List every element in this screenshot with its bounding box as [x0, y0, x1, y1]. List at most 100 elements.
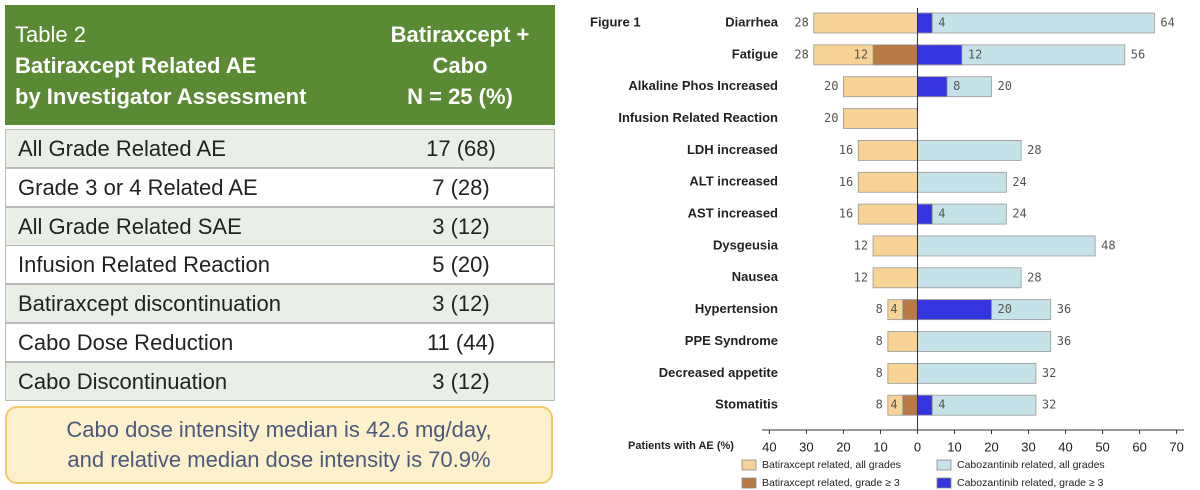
- bar: [917, 394, 1037, 416]
- table-row: All Grade Related SAE 3 (12): [5, 206, 555, 246]
- x-tick-label: 10: [873, 439, 887, 454]
- table-cell: 3 (12): [432, 213, 490, 239]
- bar: [902, 299, 918, 321]
- table-cell: All Grade Related AE: [18, 136, 226, 161]
- legend-swatch: [936, 459, 952, 471]
- value-label: 16: [839, 143, 853, 157]
- value-label: 12: [854, 238, 868, 252]
- value-label: 4: [938, 398, 945, 412]
- category-label: AST increased: [688, 206, 778, 221]
- table-cell: Cabo Discontinuation: [18, 368, 228, 394]
- value-label: 8: [876, 398, 883, 412]
- x-tick-label: 60: [1132, 439, 1146, 454]
- bar: [872, 267, 918, 289]
- bar: [887, 362, 918, 384]
- table-row: Infusion Related Reaction 5 (20): [5, 245, 555, 285]
- value-label: 4: [890, 398, 897, 412]
- value-label: 32: [1042, 366, 1056, 380]
- chart: Figure 1 Patients with AE (%) Diarrhea Fa…: [590, 8, 1184, 489]
- value-label: 28: [794, 16, 808, 30]
- bar: [917, 139, 1022, 161]
- bar: [843, 108, 918, 129]
- chart-title: Figure 1: [590, 14, 641, 29]
- legend-swatch: [936, 477, 952, 489]
- category-label: Stomatitis: [715, 397, 778, 412]
- table-cell: Cabo Dose Reduction: [18, 330, 234, 355]
- category-label: Infusion Related Reaction: [618, 110, 778, 125]
- x-tick-label: 20: [836, 439, 850, 454]
- note-line: and relative median dose intensity is 70…: [67, 447, 491, 472]
- bar: [843, 76, 918, 98]
- note: Cabo dose intensity median is 42.6 mg/da…: [5, 406, 553, 484]
- bar: [872, 44, 918, 66]
- table-row: Batiraxcept discontinuation 3 (12): [5, 284, 555, 324]
- table-row: Cabo Discontinuation 3 (12): [5, 361, 555, 401]
- value-label: 20: [998, 79, 1012, 93]
- bar: [917, 235, 1096, 257]
- category-label: Nausea: [732, 269, 779, 284]
- bar: [887, 331, 918, 352]
- category-label: Decreased appetite: [659, 365, 778, 380]
- value-label: 8: [876, 302, 883, 316]
- value-label: 28: [794, 47, 808, 61]
- value-label: 16: [839, 175, 853, 189]
- value-label: 28: [1027, 143, 1041, 157]
- x-tick-label: 30: [799, 439, 813, 454]
- column-line: Batiraxcept +: [390, 22, 530, 47]
- bar: [917, 331, 1052, 352]
- value-label: 12: [854, 47, 868, 61]
- table-cell: Infusion Related Reaction: [18, 252, 270, 278]
- x-tick-label: 20: [984, 439, 998, 454]
- table-cell: 3 (12): [432, 368, 490, 394]
- bar: [917, 76, 948, 98]
- table-cell: 11 (44): [426, 330, 496, 355]
- table-header: Table 2 Batiraxcept Related AE by Invest…: [5, 5, 555, 125]
- legend-label: Cabozantinib related, grade ≥ 3: [957, 477, 1104, 489]
- value-label: 16: [839, 207, 853, 221]
- table-cell: Grade 3 or 4 Related AE: [18, 174, 258, 200]
- bar: [813, 12, 918, 34]
- legend-label: Cabozantinib related, all grades: [957, 459, 1105, 471]
- title-line: Table 2: [15, 22, 86, 47]
- value-label: 12: [968, 47, 982, 61]
- bar: [872, 235, 918, 257]
- table-cell: 7 (28): [432, 174, 490, 200]
- column-header: Batiraxcept + Cabo N = 25 (%): [365, 19, 555, 112]
- bar: [917, 171, 1007, 193]
- value-label: 12: [854, 270, 868, 284]
- value-label: 8: [953, 79, 960, 93]
- category-label: ALT increased: [689, 174, 778, 189]
- bar: [917, 203, 933, 225]
- value-label: 36: [1057, 334, 1071, 348]
- category-label: LDH increased: [687, 142, 778, 157]
- legend-swatch: [741, 459, 757, 471]
- bar: [917, 12, 933, 34]
- category-label: Dysgeusia: [713, 237, 779, 252]
- value-label: 32: [1042, 398, 1056, 412]
- x-tick-label: 70: [1169, 439, 1183, 454]
- bar: [917, 12, 1155, 34]
- table-cell: 17 (68): [426, 136, 496, 161]
- table-cell: 3 (12): [432, 291, 490, 317]
- bar: [857, 139, 918, 161]
- column-line: N = 25 (%): [407, 84, 513, 109]
- title-line: by Investigator Assessment: [15, 84, 307, 109]
- x-tick-label: 30: [1021, 439, 1035, 454]
- table-cell: Batiraxcept discontinuation: [18, 291, 281, 317]
- title-line: Batiraxcept Related AE: [15, 53, 257, 78]
- bar: [917, 394, 933, 416]
- value-label: 8: [876, 366, 883, 380]
- value-label: 48: [1101, 238, 1115, 252]
- x-axis-label: Patients with AE (%): [628, 440, 734, 452]
- value-label: 56: [1131, 47, 1145, 61]
- bar: [917, 362, 1037, 384]
- value-label: 24: [1012, 175, 1026, 189]
- table-row: Cabo Dose Reduction 11 (44): [5, 323, 555, 362]
- category-label: Diarrhea: [725, 14, 779, 29]
- value-label: 36: [1057, 302, 1071, 316]
- value-label: 4: [938, 207, 945, 221]
- bar: [857, 203, 918, 225]
- category-label: Hypertension: [695, 301, 778, 316]
- value-label: 4: [890, 302, 897, 316]
- note-line: Cabo dose intensity median is 42.6 mg/da…: [66, 417, 492, 442]
